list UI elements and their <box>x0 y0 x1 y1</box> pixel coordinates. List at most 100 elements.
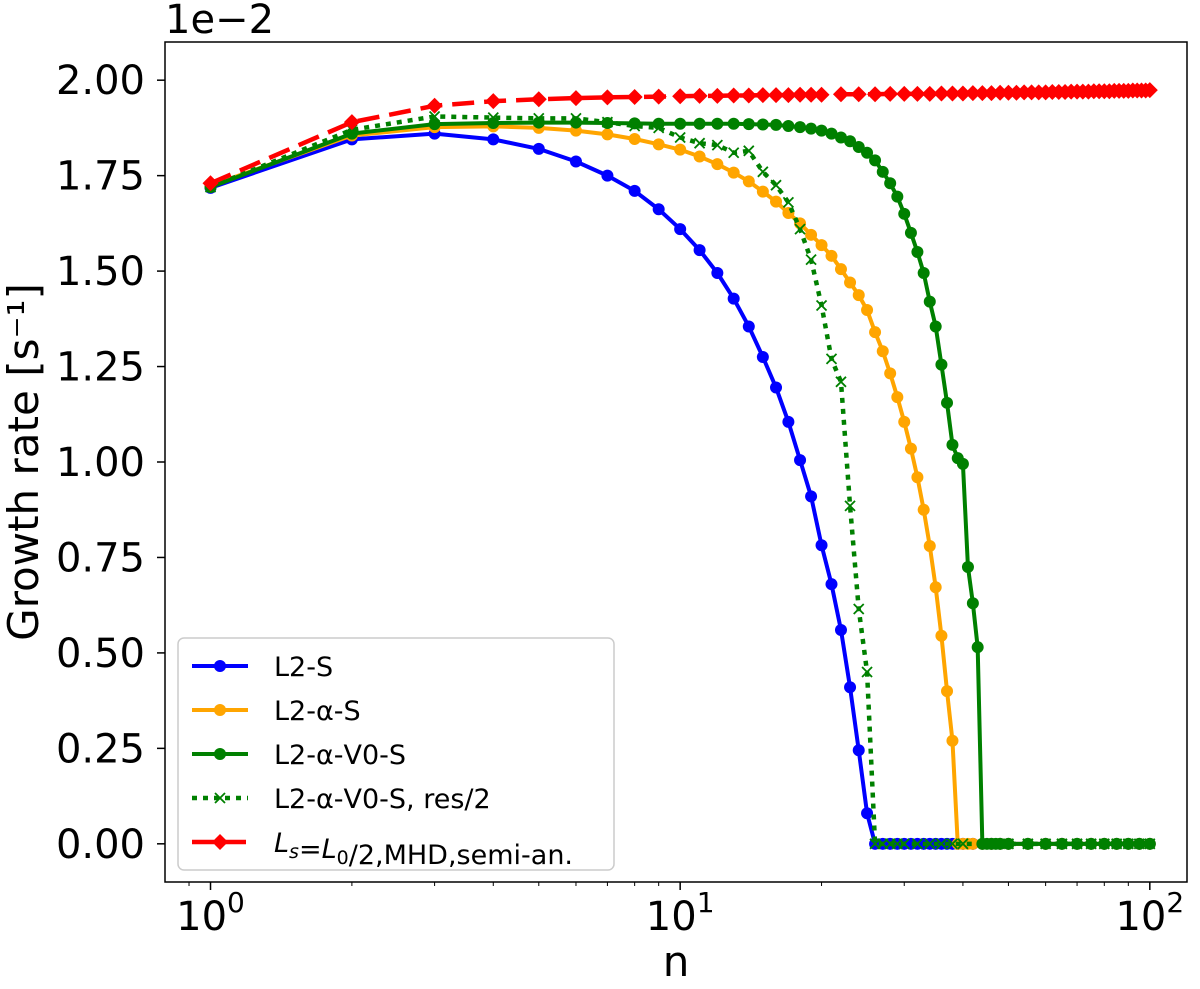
data-point <box>832 86 849 103</box>
data-point <box>861 666 873 678</box>
legend-entry: Ls=L0/2,MHD,semi-an. <box>192 828 573 871</box>
data-point <box>853 603 865 615</box>
y-tick-label: 1.25 <box>56 345 145 391</box>
data-point <box>911 471 924 484</box>
y-axis: 0.00 0.25 0.50 0.75 1.00 1.25 1.50 1.75 2.00 <box>56 58 165 868</box>
data-point <box>202 175 219 192</box>
data-point <box>966 837 979 850</box>
data-point <box>961 561 974 573</box>
x-tick-label: 100 <box>176 886 245 940</box>
data-point <box>653 122 665 134</box>
data-point <box>805 228 818 241</box>
data-point <box>792 86 809 103</box>
data-point <box>426 97 443 114</box>
data-point <box>1085 838 1097 850</box>
data-point <box>770 179 782 191</box>
data-point <box>770 195 783 208</box>
data-point <box>882 85 899 102</box>
data-point <box>941 685 954 698</box>
data-point <box>825 578 838 591</box>
data-point <box>869 326 882 339</box>
data-point <box>815 539 828 552</box>
data-point <box>852 744 865 757</box>
data-point <box>825 127 838 140</box>
data-point <box>911 246 924 258</box>
data-point <box>861 807 874 820</box>
data-point <box>674 223 687 236</box>
data-point <box>904 442 917 455</box>
data-point <box>1056 838 1068 850</box>
data-point <box>933 85 950 102</box>
data-point <box>570 112 582 125</box>
data-point <box>533 112 545 125</box>
data-point <box>672 88 689 105</box>
data-point <box>825 353 838 365</box>
data-point <box>876 345 889 358</box>
data-point <box>917 503 930 516</box>
data-point <box>1071 838 1083 850</box>
data-point <box>794 454 807 467</box>
data-point <box>652 138 665 151</box>
legend-entry: L2-α-V0-S, res/2 <box>192 784 491 815</box>
data-point <box>214 660 226 672</box>
x-axis-label: n <box>663 937 690 986</box>
data-point <box>742 118 755 131</box>
data-point <box>850 86 867 103</box>
data-point <box>921 85 938 102</box>
data-point <box>652 117 665 130</box>
data-point <box>971 641 984 654</box>
data-point <box>917 267 930 279</box>
data-point <box>923 295 936 308</box>
y-tick-label: 1.75 <box>56 154 145 200</box>
data-point <box>844 681 857 694</box>
data-point <box>1133 838 1145 850</box>
data-point <box>834 624 847 636</box>
y-tick-label: 0.50 <box>56 631 145 677</box>
data-point <box>867 86 884 103</box>
data-point <box>693 137 706 149</box>
data-point <box>891 391 904 404</box>
data-point <box>834 131 847 144</box>
data-point <box>782 415 795 428</box>
data-point <box>911 838 924 850</box>
data-point <box>898 415 911 428</box>
data-point <box>946 438 959 451</box>
data-point <box>974 85 991 102</box>
data-point <box>652 203 665 216</box>
data-point <box>815 239 828 252</box>
data-point <box>944 85 961 102</box>
data-point <box>428 110 441 123</box>
legend-label: L2-α-V0-S, res/2 <box>274 784 491 815</box>
data-point <box>924 838 936 850</box>
plot-area <box>202 82 1158 850</box>
data-point <box>1098 838 1110 850</box>
y-tick-label: 2.00 <box>56 58 145 104</box>
data-point <box>770 118 783 131</box>
data-point <box>709 87 726 104</box>
data-point <box>485 93 502 110</box>
data-point <box>569 155 582 168</box>
data-point <box>601 169 614 182</box>
data-point <box>711 117 724 130</box>
data-point <box>964 85 981 102</box>
data-point <box>904 226 917 239</box>
data-point <box>629 120 641 132</box>
data-point <box>743 145 755 157</box>
y-axis-label: Growth rate [s⁻¹] <box>0 283 48 641</box>
data-point <box>794 121 807 134</box>
y-tick-label: 1.50 <box>56 249 145 295</box>
data-point <box>929 581 942 594</box>
data-point <box>693 150 706 163</box>
legend-entry: L2-α-V0-S <box>192 740 406 771</box>
legend-label: L2-S <box>274 652 333 683</box>
data-point <box>214 748 226 760</box>
data-point <box>601 128 614 141</box>
data-point <box>815 299 828 312</box>
data-point <box>884 367 897 380</box>
data-point <box>754 87 771 104</box>
legend-entry: L2-α-S <box>192 696 361 727</box>
data-point <box>725 87 742 104</box>
data-point <box>740 87 757 104</box>
data-point <box>756 118 769 131</box>
